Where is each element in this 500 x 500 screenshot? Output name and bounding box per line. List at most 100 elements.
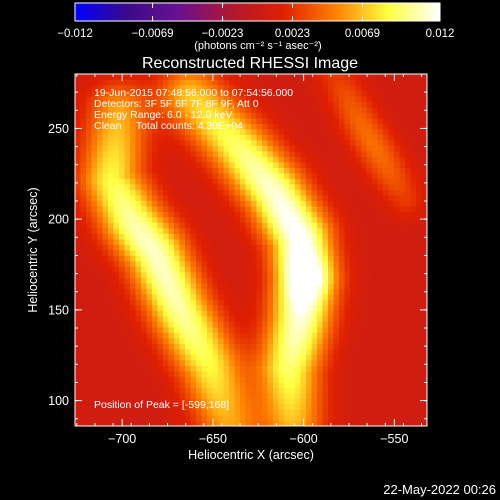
heatmap-cell [152, 398, 158, 405]
y-tick-label: 100 [48, 394, 69, 408]
heatmap-cell [300, 200, 307, 207]
heatmap-cell [289, 316, 296, 322]
heatmap-cell [399, 206, 406, 212]
heatmap-cell [339, 140, 345, 146]
heatmap-cell [207, 162, 213, 168]
heatmap-cell [212, 173, 219, 179]
heatmap-cell [273, 239, 279, 245]
heatmap-cell [377, 327, 384, 333]
heatmap-cell [240, 233, 246, 240]
heatmap-cell [179, 123, 186, 130]
heatmap-cell [388, 343, 395, 350]
heatmap-cell [245, 145, 252, 152]
heatmap-cell [372, 349, 378, 355]
heatmap-cell [196, 217, 202, 223]
heatmap-cell [86, 173, 92, 179]
heatmap-cell [289, 354, 296, 361]
heatmap-cell [251, 332, 257, 339]
heatmap-cell [75, 398, 81, 405]
heatmap-cell [157, 387, 164, 394]
heatmap-cell [102, 415, 109, 421]
heatmap-cell [201, 332, 208, 339]
heatmap-cell [190, 404, 197, 410]
heatmap-cell [91, 107, 98, 113]
heatmap-cell [124, 360, 131, 366]
heatmap-cell [416, 404, 422, 410]
heatmap-cell [163, 112, 169, 119]
heatmap-cell [207, 277, 213, 284]
heatmap-cell [399, 277, 406, 284]
heatmap-cell [97, 239, 103, 245]
heatmap-cell [295, 393, 301, 399]
heatmap-cell [190, 123, 197, 130]
heatmap-cell [223, 255, 230, 262]
heatmap-cell [146, 255, 153, 262]
heatmap-cell [355, 239, 362, 245]
heatmap-cell [201, 206, 208, 212]
heatmap-cell [240, 107, 246, 113]
heatmap-cell [119, 404, 125, 410]
heatmap-cell [97, 79, 103, 86]
heatmap-cell [141, 79, 147, 86]
heatmap-cell [322, 211, 329, 218]
heatmap-cell [350, 305, 356, 311]
heatmap-cell [223, 162, 230, 168]
heatmap-cell [174, 382, 180, 388]
heatmap-cell [333, 178, 340, 185]
heatmap-cell [124, 79, 131, 86]
heatmap-cell [350, 294, 356, 300]
heatmap-cell [146, 250, 153, 256]
heatmap-cell [113, 261, 120, 267]
heatmap-cell [377, 90, 384, 97]
heatmap-cell [328, 233, 334, 240]
heatmap-cell [124, 178, 131, 185]
heatmap-cell [229, 195, 235, 201]
heatmap-cell [190, 156, 197, 163]
heatmap-cell [152, 420, 158, 427]
heatmap-cell [124, 107, 131, 113]
heatmap-cell [185, 294, 191, 300]
heatmap-cell [207, 261, 213, 267]
heatmap-cell [135, 134, 142, 141]
heatmap-cell [333, 79, 340, 86]
heatmap-cell [295, 387, 301, 394]
heatmap-cell [86, 244, 92, 251]
heatmap-cell [86, 96, 92, 102]
heatmap-cell [421, 305, 428, 311]
heatmap-cell [168, 74, 175, 80]
heatmap-cell [339, 354, 345, 361]
heatmap-cell [234, 354, 241, 361]
heatmap-cell [113, 393, 120, 399]
heatmap-cell [97, 327, 103, 333]
heatmap-cell [372, 299, 378, 306]
heatmap-cell [306, 277, 312, 284]
heatmap-cell [410, 244, 417, 251]
heatmap-cell [174, 365, 180, 372]
heatmap-cell [207, 107, 213, 113]
heatmap-cell [262, 387, 268, 394]
heatmap-cell [311, 255, 318, 262]
heatmap-cell [146, 233, 153, 240]
heatmap-cell [317, 244, 323, 251]
heatmap-cell [130, 233, 136, 240]
heatmap-cell [388, 321, 395, 328]
heatmap-cell [350, 371, 356, 377]
heatmap-cell [75, 277, 81, 284]
heatmap-cell [278, 239, 285, 245]
heatmap-cell [223, 283, 230, 289]
heatmap-cell [355, 233, 362, 240]
heatmap-cell [212, 244, 219, 251]
heatmap-cell [377, 184, 384, 190]
heatmap-cell [256, 360, 263, 366]
heatmap-cell [328, 178, 334, 185]
heatmap-cell [355, 310, 362, 317]
heatmap-cell [284, 178, 290, 185]
heatmap-cell [141, 107, 147, 113]
heatmap-cell [361, 239, 367, 245]
heatmap-cell [295, 151, 301, 157]
heatmap-cell [113, 299, 120, 306]
heatmap-cell [399, 167, 406, 174]
heatmap-cell [240, 365, 246, 372]
heatmap-cell [168, 255, 175, 262]
heatmap-cell [410, 349, 417, 355]
